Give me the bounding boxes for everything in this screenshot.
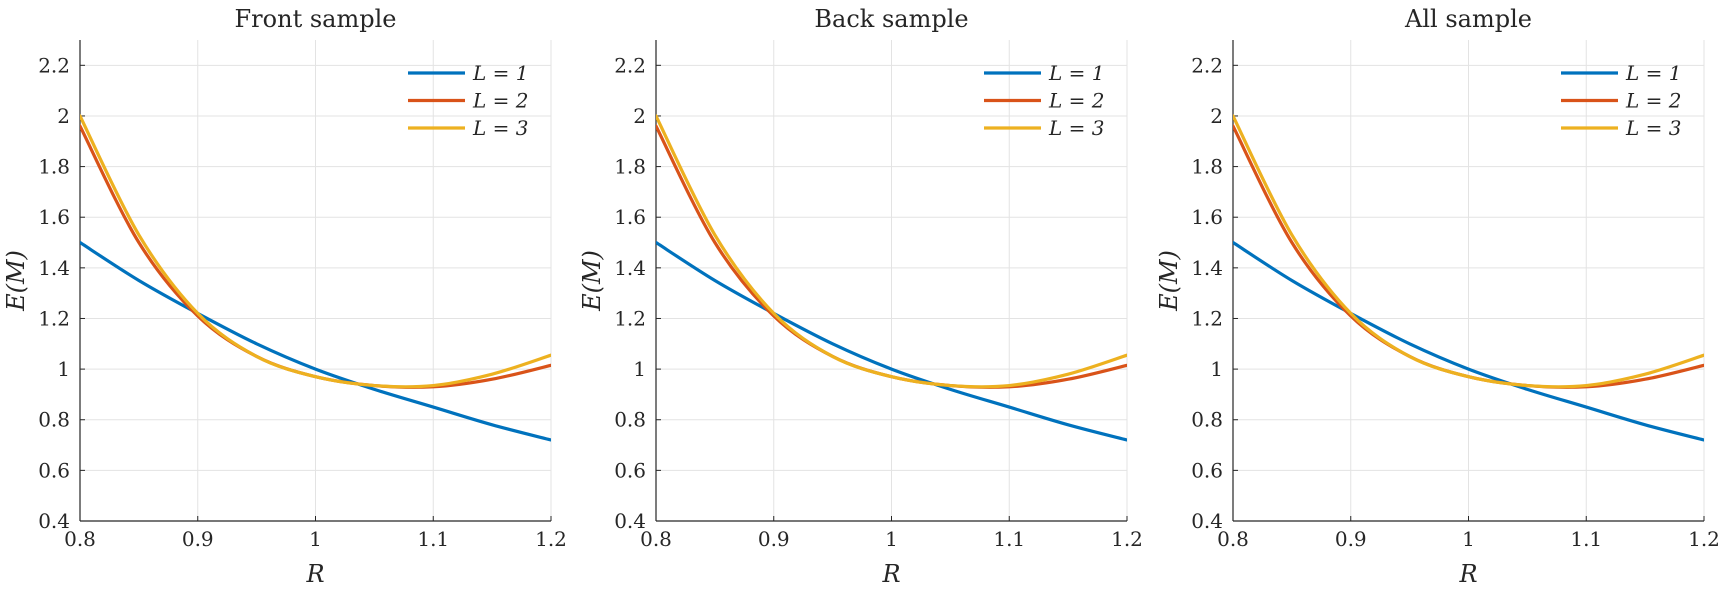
chart-panel-2: 0.8 0.9 1 1.1 1.2 0.4 0.6 0.8 1 1.2 1.4 1.6 1.8 2 2.2 B… bbox=[578, 5, 1143, 588]
legend: L = 1 L = 2 L = 3 bbox=[1561, 61, 1681, 140]
y-tick-label: 0.6 bbox=[38, 458, 70, 482]
series-line-3 bbox=[656, 114, 1127, 389]
x-tick-label: 1.2 bbox=[535, 527, 567, 551]
y-tick-label: 0.4 bbox=[614, 509, 646, 533]
y-tick-label: 1 bbox=[57, 357, 70, 381]
legend-entry: L = 3 bbox=[472, 116, 528, 140]
y-tick-label: 1.2 bbox=[38, 306, 70, 330]
legend: L = 1 L = 2 L = 3 bbox=[408, 61, 528, 140]
y-axis-label: E(M) bbox=[1155, 250, 1183, 312]
y-axis-label: E(M) bbox=[578, 250, 606, 312]
x-tick-label: 0.9 bbox=[758, 527, 790, 551]
chart-panel-1: 0.8 0.9 1 1.1 1.2 0.4 0.6 0.8 1 1.2 1.4 1.6 1.8 2 2.2 F… bbox=[2, 5, 567, 588]
series-lines bbox=[80, 114, 551, 442]
legend-entry: L = 1 bbox=[472, 61, 528, 85]
legend-entry: L = 2 bbox=[1048, 89, 1104, 113]
series-line-3 bbox=[1233, 114, 1704, 389]
x-tick-label: 0.8 bbox=[1217, 527, 1249, 551]
y-tick-label: 1 bbox=[633, 357, 646, 381]
y-tick-label: 2 bbox=[57, 104, 70, 128]
chart-title: Front sample bbox=[235, 5, 397, 33]
y-tick-label: 1.2 bbox=[614, 306, 646, 330]
legend-entry: L = 2 bbox=[472, 89, 528, 113]
x-tick-label: 1 bbox=[1462, 527, 1475, 551]
legend: L = 1 L = 2 L = 3 bbox=[984, 61, 1104, 140]
x-axis-label: R bbox=[305, 560, 324, 588]
x-axis-label: R bbox=[1458, 560, 1477, 588]
y-tick-label: 2.2 bbox=[38, 53, 70, 77]
x-tick-label: 0.9 bbox=[1335, 527, 1367, 551]
x-tick-label: 1 bbox=[885, 527, 898, 551]
y-tick-label: 2.2 bbox=[614, 53, 646, 77]
y-tick-label: 1 bbox=[1210, 357, 1223, 381]
y-tick-label: 2 bbox=[633, 104, 646, 128]
y-tick-label: 2.2 bbox=[1191, 53, 1223, 77]
x-tick-label: 1 bbox=[309, 527, 322, 551]
y-tick-label: 0.8 bbox=[614, 408, 646, 432]
y-tick-label: 1.8 bbox=[1191, 155, 1223, 179]
x-tick-label: 1.1 bbox=[993, 527, 1025, 551]
y-tick-label: 1.2 bbox=[1191, 306, 1223, 330]
x-tick-label: 1.2 bbox=[1688, 527, 1719, 551]
series-lines bbox=[656, 114, 1127, 442]
x-tick-label: 0.8 bbox=[640, 527, 672, 551]
x-tick-label: 1.2 bbox=[1111, 527, 1143, 551]
series-line-1 bbox=[1233, 240, 1704, 442]
y-tick-label: 0.4 bbox=[38, 509, 70, 533]
y-tick-label: 0.8 bbox=[1191, 408, 1223, 432]
y-tick-label: 1.4 bbox=[1191, 256, 1223, 280]
y-axis-label: E(M) bbox=[2, 250, 30, 312]
legend-entry: L = 1 bbox=[1048, 61, 1104, 85]
y-tick-label: 1.4 bbox=[38, 256, 70, 280]
y-tick-label: 1.8 bbox=[614, 155, 646, 179]
chart-title: All sample bbox=[1404, 5, 1532, 33]
y-tick-label: 1.6 bbox=[614, 205, 646, 229]
series-lines bbox=[1233, 114, 1704, 442]
x-tick-label: 0.8 bbox=[64, 527, 96, 551]
legend-entry: L = 3 bbox=[1048, 116, 1104, 140]
x-tick-label: 1.1 bbox=[1570, 527, 1602, 551]
series-line-1 bbox=[656, 240, 1127, 442]
series-line-1 bbox=[80, 240, 551, 442]
y-tick-label: 0.8 bbox=[38, 408, 70, 432]
x-tick-label: 0.9 bbox=[182, 527, 214, 551]
y-tick-label: 2 bbox=[1210, 104, 1223, 128]
chart-title: Back sample bbox=[814, 5, 968, 33]
y-tick-label: 0.6 bbox=[614, 458, 646, 482]
y-tick-label: 0.6 bbox=[1191, 458, 1223, 482]
chart-panel-3: 0.8 0.9 1 1.1 1.2 0.4 0.6 0.8 1 1.2 1.4 1.6 1.8 2 2.2 A… bbox=[1155, 5, 1719, 588]
series-line-3 bbox=[80, 114, 551, 389]
y-tick-label: 1.6 bbox=[1191, 205, 1223, 229]
y-tick-label: 1.4 bbox=[614, 256, 646, 280]
legend-entry: L = 3 bbox=[1625, 116, 1681, 140]
legend-entry: L = 1 bbox=[1625, 61, 1681, 85]
x-axis-label: R bbox=[881, 560, 900, 588]
legend-entry: L = 2 bbox=[1625, 89, 1681, 113]
y-tick-label: 0.4 bbox=[1191, 509, 1223, 533]
x-tick-label: 1.1 bbox=[417, 527, 449, 551]
y-tick-label: 1.8 bbox=[38, 155, 70, 179]
y-tick-label: 1.6 bbox=[38, 205, 70, 229]
